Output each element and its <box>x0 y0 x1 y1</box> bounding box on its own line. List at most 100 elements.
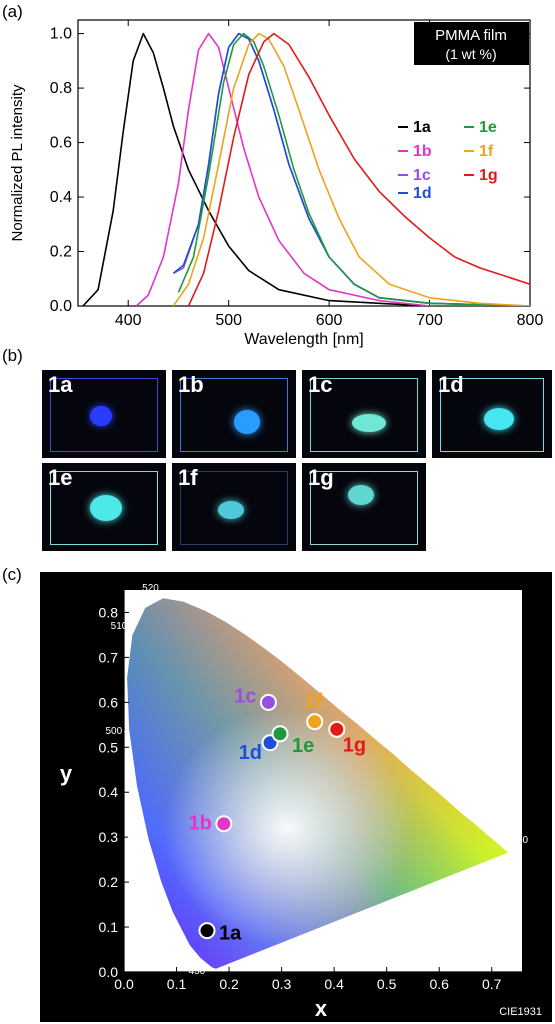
locus-tick <box>319 688 325 692</box>
locus-label-590: 590 <box>432 767 449 778</box>
y-tick-label: 0.2 <box>50 244 72 261</box>
locus-tick <box>486 830 492 834</box>
locus-label-600: 600 <box>459 791 476 802</box>
locus-label-510: 510 <box>111 621 128 632</box>
cie-point-label-1e: 1e <box>292 735 314 757</box>
cie-x-tick-label: 0.4 <box>324 976 344 992</box>
locus-label-630: 630 <box>502 827 519 838</box>
cie-point-label-1c: 1c <box>234 685 256 707</box>
locus-tick <box>205 606 210 611</box>
y-tick-label: 0.4 <box>50 189 72 206</box>
cie-point-label-1f: 1f <box>305 691 323 713</box>
x-tick-label: 800 <box>517 312 544 329</box>
cie-point-1c <box>259 693 277 711</box>
locus-tick <box>505 845 510 850</box>
photo-label: 1g <box>308 465 334 490</box>
film-outline <box>180 471 288 545</box>
cie-x-tick-label: 0.6 <box>429 976 449 992</box>
y-tick-label: 0.8 <box>50 80 72 97</box>
locus-label-530: 530 <box>211 596 228 607</box>
y-axis-label: Normalized PL intensity <box>9 84 26 242</box>
locus-tick <box>158 593 164 598</box>
locus-tick <box>127 631 132 636</box>
pl-spectra-chart: 400 500 600 700 800 0.0 0.2 0.4 0.6 0.8 1.0 Wavelen… <box>9 19 544 348</box>
cie-y-tick-label: 0.3 <box>99 829 119 845</box>
cie-point-1b <box>215 815 233 833</box>
series-line-1e <box>177 32 530 306</box>
legend-label-1d: 1d <box>413 185 432 202</box>
emission-spot <box>90 406 112 426</box>
emission-spot <box>218 501 244 519</box>
panel-label-b: (b) <box>2 346 23 365</box>
photo-1d: 1d <box>432 370 552 458</box>
photo-label: 1a <box>48 372 73 397</box>
annotation-line1: PMMA film <box>435 27 507 44</box>
legend-label-1e: 1e <box>479 119 497 136</box>
emission-spot <box>352 414 386 432</box>
photo-1a: 1a <box>42 370 166 458</box>
cie-chart: 0.0 0.1 0.2 0.3 0.4 0.5 0.6 0.7 0.0 0.1 0.2 0.3 0.4 0… <box>60 583 529 1021</box>
cie-y-tick-label: 0.7 <box>99 649 119 665</box>
locus-label-490: 490 <box>125 835 142 846</box>
cie-y-tick-label: 0.0 <box>99 964 119 980</box>
locus-label-610: 610 <box>480 808 497 819</box>
x-tick-label: 600 <box>316 312 343 329</box>
cie-x-tick-label: 0.7 <box>482 976 502 992</box>
locus-tick <box>206 967 212 971</box>
y-tick-label: 1.0 <box>50 26 72 43</box>
locus-tick <box>184 945 190 949</box>
locus-tick <box>282 657 287 662</box>
locus-tick <box>393 749 398 754</box>
film-outline <box>50 471 158 545</box>
cie-point-1g <box>328 720 346 738</box>
locus-tick <box>495 837 501 842</box>
series-line-1f <box>172 32 530 306</box>
locus-label-620: 620 <box>493 820 510 831</box>
cie-y-tick-label: 0.8 <box>99 604 119 620</box>
panel-label-c: (c) <box>2 565 22 584</box>
photo-1f: 1f <box>172 463 296 551</box>
cie-y-tick-label: 0.6 <box>99 694 119 710</box>
locus-tick <box>195 958 200 961</box>
locus-tick <box>167 911 173 915</box>
photo-1e: 1e <box>42 463 166 551</box>
locus-label-550: 550 <box>289 647 306 658</box>
series-line-1a <box>82 32 530 306</box>
cie-x-tick-label: 0.3 <box>272 976 292 992</box>
cie-diagram-panel: 0.0 0.1 0.2 0.3 0.4 0.5 0.6 0.7 0.0 0.1 0.2 0.3 0.4 0… <box>40 572 552 1022</box>
cie-y-tick-label: 0.5 <box>99 739 119 755</box>
cie-x-tick-label: 0.0 <box>114 976 134 992</box>
x-tick-label: 400 <box>115 312 142 329</box>
locus-tick <box>453 801 458 806</box>
locus-label-500: 500 <box>106 726 123 737</box>
y-tick-label: 0.6 <box>50 135 72 152</box>
cie-corner-label: CIE1931 <box>499 1006 542 1018</box>
photo-label: 1e <box>48 465 73 490</box>
locus-label-580: 580 <box>399 739 416 750</box>
film-photos: 1a 1b 1c 1d 1e 1f 1g <box>42 370 552 552</box>
photo-label: 1b <box>178 372 204 397</box>
cie-x-tick-label: 0.5 <box>377 976 397 992</box>
locus-label-570: 570 <box>363 709 380 720</box>
film-outline <box>440 378 544 452</box>
emission-spot <box>484 408 514 430</box>
film-outline <box>180 378 288 452</box>
panel-label-a: (a) <box>2 2 23 21</box>
legend-label-1g: 1g <box>479 167 498 184</box>
film-outline <box>310 471 418 545</box>
cie-white-overlay <box>126 597 511 970</box>
cie-y-axis-label: y <box>60 761 73 786</box>
film-outline <box>310 378 418 452</box>
locus-tick <box>356 719 362 723</box>
locus-label-470: 470 <box>166 944 183 955</box>
photo-1c: 1c <box>302 370 426 458</box>
cie-x-axis-label: x <box>315 996 328 1021</box>
legend-label-1a: 1a <box>413 119 431 136</box>
locus-label-480: 480 <box>149 908 166 919</box>
legend-label-1f: 1f <box>479 143 494 160</box>
cie-point-1a <box>198 922 216 940</box>
x-axis-label: Wavelength [nm] <box>244 331 363 348</box>
cie-point-label-1b: 1b <box>188 813 211 835</box>
locus-tick <box>143 838 148 842</box>
cie-y-tick-label: 0.2 <box>99 874 119 890</box>
